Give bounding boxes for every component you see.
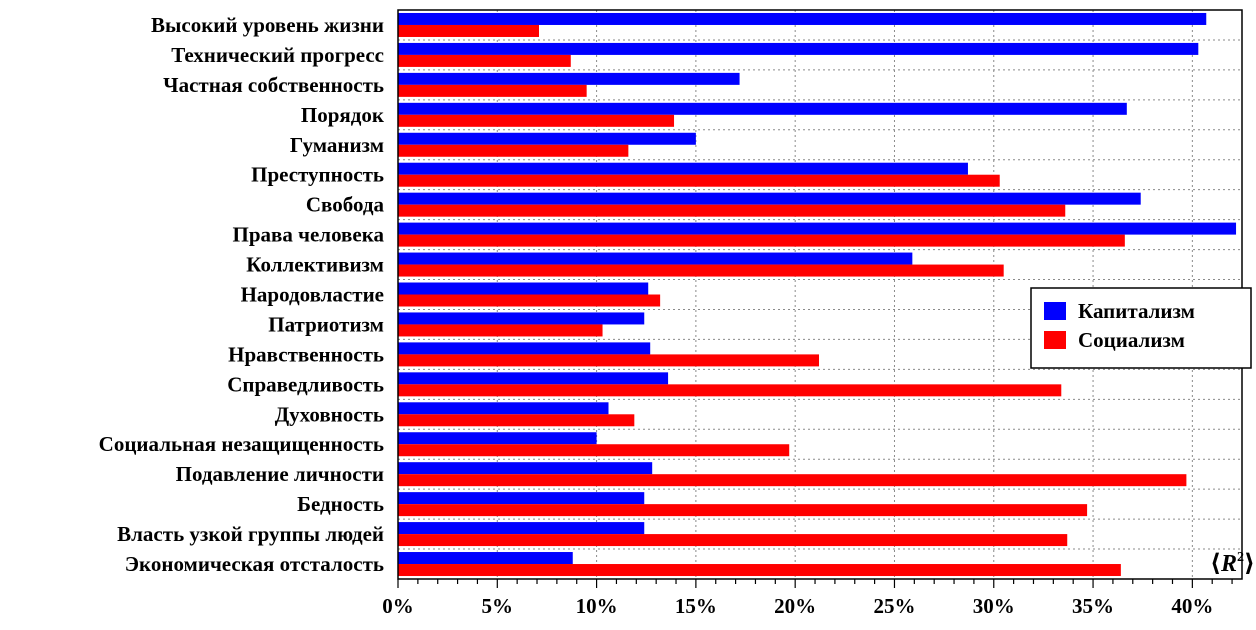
bar-socialism	[398, 324, 603, 337]
bar-capitalism	[398, 552, 573, 565]
bar-socialism	[398, 474, 1187, 487]
bar-capitalism	[398, 462, 653, 475]
category-label: Справедливость	[227, 372, 384, 396]
x-tick-label: 30%	[973, 594, 1015, 618]
bar-socialism	[398, 534, 1068, 547]
category-label: Преступность	[251, 163, 384, 187]
x-tick-label: 0%	[382, 594, 414, 618]
x-tick-label: 40%	[1171, 594, 1213, 618]
legend-label: Капитализм	[1078, 299, 1195, 323]
bar-socialism	[398, 84, 587, 97]
legend-label: Социализм	[1078, 328, 1185, 352]
bar-capitalism	[398, 222, 1237, 235]
bar-socialism	[398, 24, 539, 37]
bar-socialism	[398, 564, 1121, 577]
r-squared-annotation: ⟨R2⟩	[1210, 550, 1255, 577]
annotation-open: ⟨	[1210, 551, 1221, 577]
bar-capitalism	[398, 402, 609, 415]
grid-lines	[398, 10, 1242, 579]
category-label: Народовластие	[241, 283, 384, 307]
bar-socialism	[398, 384, 1062, 397]
x-tick-label: 35%	[1072, 594, 1114, 618]
category-label: Патриотизм	[268, 312, 384, 336]
bar-socialism	[398, 234, 1125, 247]
bar-socialism	[398, 294, 661, 307]
x-axis: 0% 5% 10% 15% 20% 25% 30% 35% 40%	[382, 579, 1233, 618]
category-labels: Высокий уровень жизни Технический прогрес…	[99, 13, 385, 576]
category-label: Экономическая отсталость	[125, 552, 384, 576]
bar-socialism	[398, 204, 1066, 217]
category-label: Коллективизм	[246, 253, 384, 277]
category-label: Свобода	[306, 193, 385, 217]
category-label: Права человека	[233, 223, 385, 247]
category-label: Социальная незащищенность	[99, 432, 384, 456]
category-label: Духовность	[275, 402, 384, 426]
category-label: Частная собственность	[163, 73, 384, 97]
bar-socialism	[398, 174, 1000, 187]
bar-capitalism	[398, 282, 649, 295]
bar-socialism	[398, 354, 820, 367]
bar-socialism	[398, 444, 790, 457]
annotation-symbol: R	[1220, 551, 1237, 577]
bar-capitalism	[398, 342, 651, 355]
bar-capitalism	[398, 132, 696, 145]
legend-box	[1030, 287, 1252, 369]
bar-capitalism	[398, 372, 669, 385]
bar-capitalism	[398, 432, 597, 445]
bar-capitalism	[398, 42, 1199, 55]
legend: Капитализм Социализм	[1030, 287, 1252, 369]
category-label: Порядок	[301, 103, 385, 127]
category-label: Высокий уровень жизни	[151, 13, 384, 37]
category-label: Подавление личности	[176, 462, 384, 486]
annotation-exponent: 2	[1237, 550, 1244, 565]
bar-socialism	[398, 54, 571, 67]
category-label: Технический прогресс	[171, 43, 384, 67]
bar-capitalism	[398, 252, 913, 265]
annotation-close: ⟩	[1244, 551, 1255, 577]
category-label: Бедность	[297, 492, 384, 516]
bar-socialism	[398, 114, 675, 127]
bar-capitalism	[398, 522, 645, 535]
bars	[398, 12, 1237, 577]
bar-capitalism	[398, 12, 1207, 25]
category-label: Гуманизм	[290, 133, 384, 157]
bar-capitalism	[398, 72, 740, 85]
x-tick-label: 5%	[482, 594, 514, 618]
x-tick-label: 15%	[675, 594, 717, 618]
category-label: Нравственность	[228, 342, 384, 366]
bar-capitalism	[398, 162, 968, 175]
x-tick-label: 20%	[774, 594, 816, 618]
x-tick-label: 10%	[576, 594, 618, 618]
bar-capitalism	[398, 492, 645, 505]
bar-capitalism	[398, 192, 1141, 205]
category-label: Власть узкой группы людей	[117, 522, 384, 546]
bar-capitalism	[398, 102, 1127, 115]
bar-socialism	[398, 414, 635, 427]
bar-socialism	[398, 504, 1088, 517]
annotation-text: ⟨R2⟩	[1210, 550, 1255, 577]
bar-socialism	[398, 144, 629, 157]
bar-capitalism	[398, 312, 645, 325]
bar-socialism	[398, 264, 1004, 277]
x-tick-label: 25%	[873, 594, 915, 618]
legend-swatch	[1044, 331, 1066, 349]
legend-swatch	[1044, 302, 1066, 320]
